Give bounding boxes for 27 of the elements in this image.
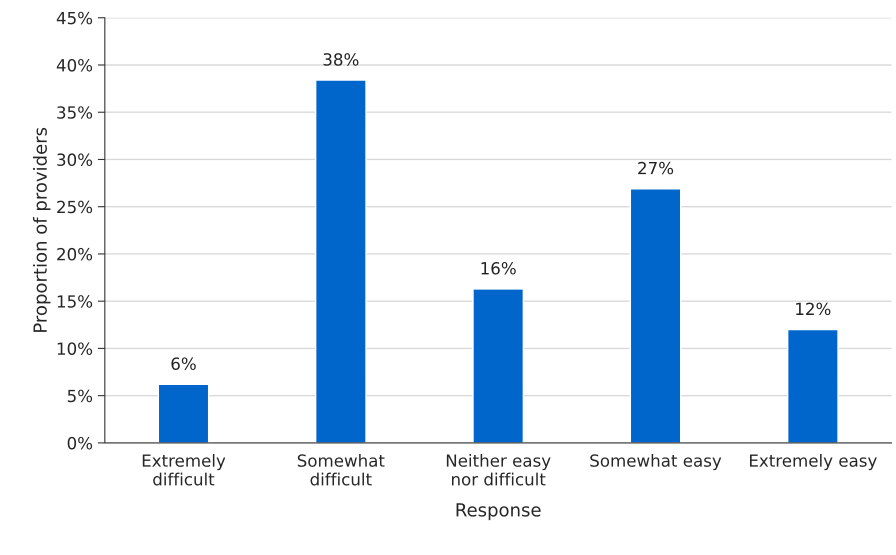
bar: [158, 384, 210, 443]
y-tick-label: 40%: [56, 58, 92, 72]
data-label: 38%: [324, 53, 358, 66]
y-tick-label: 30%: [57, 153, 92, 166]
bar: [314, 79, 367, 443]
y-tick-label: 45%: [56, 12, 92, 24]
y-tick-label: 15%: [58, 295, 92, 308]
data-label: 12%: [796, 302, 830, 316]
bar: [630, 188, 682, 443]
y-tick-label: 0%: [68, 436, 92, 450]
x-tick-label: Neither easy nor difficult: [446, 454, 551, 486]
y-tick-label: 25%: [57, 200, 92, 214]
data-label: 16%: [481, 262, 516, 275]
x-tick-label: Somewhat easy: [590, 454, 722, 470]
y-tick-label: 10%: [58, 342, 92, 355]
data-label: 6%: [171, 357, 196, 370]
y-tick-label: 20%: [57, 248, 92, 261]
x-tick-label: Somewhat difficult: [298, 454, 385, 486]
y-axis-title: Proportion of providers: [32, 128, 50, 332]
x-axis-title: Response: [456, 503, 541, 520]
data-label: 27%: [638, 162, 674, 174]
y-tick-label: 35%: [57, 106, 92, 119]
bar: [472, 288, 524, 443]
y-tick-label: 5%: [68, 390, 92, 402]
x-tick-label: Extremely easy: [750, 454, 877, 470]
x-tick-label: Extremely difficult: [142, 454, 226, 486]
bar: [786, 328, 839, 443]
